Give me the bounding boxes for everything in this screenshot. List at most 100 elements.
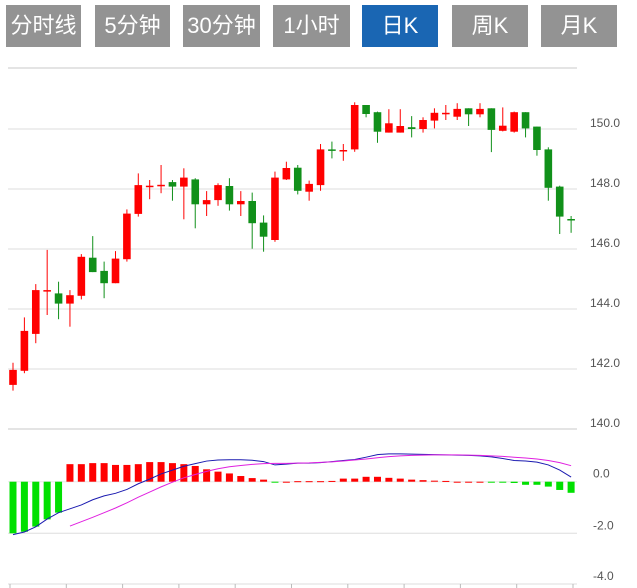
candle: [54, 281, 63, 320]
candle: [373, 111, 382, 143]
macd-histogram-bar: [556, 481, 564, 490]
candle: [271, 171, 279, 242]
candle: [442, 105, 450, 120]
macd-histogram-bar: [499, 481, 507, 483]
macd-histogram-bar: [203, 469, 211, 482]
macd-histogram-bar: [453, 481, 461, 483]
macd-dif-line: [12, 453, 572, 536]
candle-body: [54, 293, 63, 304]
candle: [237, 191, 245, 216]
candle: [510, 111, 518, 133]
macd-histogram-bar: [362, 476, 370, 482]
macd-histogram-bar: [408, 479, 416, 482]
macd-dea-line: [69, 454, 572, 527]
candle: [180, 168, 188, 220]
candle: [396, 109, 405, 133]
tab-daily-k[interactable]: 日K: [362, 5, 438, 47]
candle-body: [237, 201, 245, 205]
tab-monthly-k[interactable]: 月K: [541, 5, 617, 47]
candle-body: [339, 150, 348, 152]
candle: [43, 249, 51, 315]
candle: [407, 116, 416, 138]
candle-body: [123, 213, 131, 260]
candle-body: [66, 295, 74, 304]
candle-body: [100, 270, 108, 284]
macd-histogram-bar: [385, 477, 393, 482]
candle-body: [202, 200, 211, 205]
macd-histogram-bar: [77, 464, 85, 482]
candle: [419, 117, 427, 133]
candle: [350, 102, 359, 152]
macd-histogram-bar: [32, 481, 40, 527]
tab-5min[interactable]: 5分钟: [95, 5, 170, 47]
candle-body: [373, 112, 382, 132]
candle-body: [533, 126, 541, 150]
candle-body: [567, 219, 575, 221]
macd-histogram-bar: [442, 480, 450, 482]
candle-body: [157, 184, 165, 187]
macd-histogram-bar: [487, 481, 495, 483]
macd-histogram-bar: [134, 464, 142, 482]
tab-weekly-k[interactable]: 周K: [452, 5, 528, 47]
macd-histogram-bar: [191, 465, 199, 482]
macd-histogram-bar: [328, 480, 336, 482]
macd-histogram-bar: [396, 478, 404, 482]
tab-1hour[interactable]: 1小时: [273, 5, 350, 47]
candle: [544, 147, 553, 201]
candle: [293, 165, 302, 195]
candle: [487, 108, 496, 153]
macd-histogram-bar: [305, 481, 313, 483]
macd-histogram-bar: [419, 480, 427, 482]
candle-body: [77, 256, 86, 296]
candle-body: [168, 182, 177, 187]
macd-histogram-bar: [544, 481, 552, 487]
candle-body: [191, 179, 200, 205]
candle: [339, 144, 348, 161]
candle-body: [316, 149, 325, 186]
macd-histogram-bar: [294, 481, 302, 483]
candle: [282, 161, 291, 180]
candle-body: [328, 149, 336, 151]
candle: [498, 107, 507, 132]
macd-axis-label: -4.0: [593, 569, 614, 583]
macd-histogram-bar: [430, 480, 438, 482]
macd-axis-label: 0.0: [593, 467, 610, 481]
macd-histogram-bar: [43, 481, 51, 520]
macd-histogram-bar: [317, 481, 325, 483]
candle: [191, 178, 200, 229]
price-axis-label: 142.0: [590, 356, 620, 370]
candle: [316, 144, 325, 191]
macd-histogram-bar: [66, 464, 74, 482]
candle-body: [134, 185, 143, 214]
candle: [31, 284, 40, 344]
macd-histogram-bar: [214, 471, 222, 482]
macd-histogram-bar: [146, 462, 154, 482]
candle: [385, 109, 393, 133]
macd-histogram-bar: [567, 481, 575, 493]
candle-body: [305, 183, 313, 192]
candle-body: [43, 290, 51, 292]
candle: [214, 183, 222, 206]
macd-histogram-bar: [89, 463, 97, 482]
macd-histogram-bar: [339, 478, 347, 482]
candle-body: [453, 108, 462, 117]
candle: [88, 236, 97, 273]
price-axis-label: 140.0: [590, 416, 620, 430]
candle: [134, 173, 143, 217]
macd-histogram-bar: [20, 481, 28, 532]
candle-body: [293, 167, 302, 191]
candle: [66, 290, 74, 327]
period-tabs: 分时线 5分钟 30分钟 1小时 日K 周K 月K: [0, 5, 637, 47]
candle-body: [259, 222, 268, 237]
macd-histogram-bar: [157, 462, 165, 482]
candle-body: [350, 105, 359, 150]
macd-histogram-bar: [373, 476, 381, 482]
candle: [464, 108, 473, 126]
macd-histogram-bar: [237, 476, 245, 482]
macd-histogram-bar: [351, 478, 359, 482]
tab-timeshare[interactable]: 分时线: [6, 5, 81, 47]
candle-body: [180, 177, 188, 187]
tab-30min[interactable]: 30分钟: [183, 5, 260, 47]
macd-histogram-bar: [476, 481, 484, 483]
